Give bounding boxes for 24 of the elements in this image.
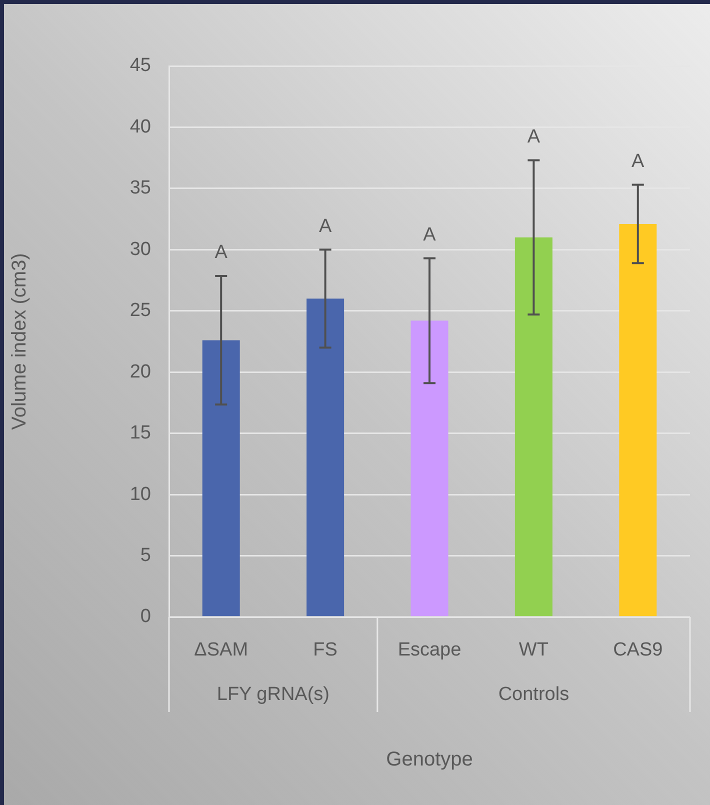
x-tick-label: WT: [518, 640, 549, 661]
y-tick-label: 25: [130, 300, 151, 322]
y-tick-label: 5: [140, 545, 151, 566]
x-tick-label: FS: [313, 640, 338, 661]
y-tick-label: 15: [130, 422, 151, 444]
x-tick-label: ΔSAM: [194, 640, 248, 661]
text: LFY gRNA(s): [216, 684, 330, 706]
y-tick-label: 45: [130, 55, 151, 76]
annotation: A: [318, 216, 332, 237]
x-tick-label: CAS9: [613, 640, 663, 661]
x-axis-title: Genotype: [386, 748, 473, 771]
x-tick-label: Escape: [398, 640, 462, 661]
annotation: A: [423, 224, 436, 246]
text: Controls: [498, 684, 570, 706]
y-axis-title: Volume index (cm3): [8, 253, 31, 430]
annotation: A: [632, 151, 645, 172]
y-tick-label: 10: [130, 484, 151, 505]
annotation: A: [527, 126, 540, 148]
y-tick-label: 30: [130, 238, 151, 260]
y-tick-label: 0: [140, 606, 151, 628]
y-tick-label: 20: [130, 361, 151, 382]
y-tick-label: 35: [130, 178, 151, 199]
annotation: A: [214, 242, 228, 264]
y-tick-label: 40: [130, 116, 151, 138]
